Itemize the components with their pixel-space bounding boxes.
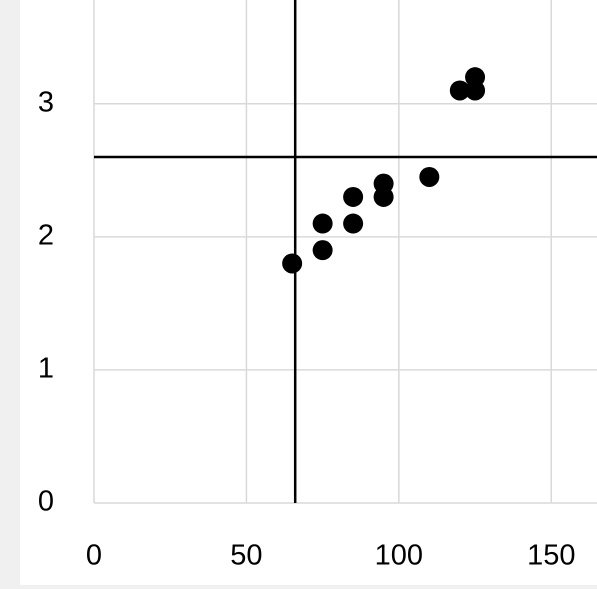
bottom-strip: [0, 585, 597, 589]
point: [449, 80, 470, 101]
point: [312, 213, 333, 234]
point: [419, 166, 440, 187]
left-strip: [0, 0, 20, 589]
x-tick-label: 100: [375, 540, 423, 572]
point: [465, 67, 486, 88]
y-tick-label: 1: [38, 353, 54, 385]
point: [373, 173, 394, 194]
point: [343, 213, 364, 234]
y-tick-label: 0: [38, 486, 54, 518]
x-tick-label: 50: [230, 540, 262, 572]
point: [312, 240, 333, 261]
x-tick-label: 150: [527, 540, 575, 572]
point: [343, 186, 364, 207]
point: [282, 253, 303, 274]
x-tick-label: 0: [86, 540, 102, 572]
y-tick-label: 2: [38, 220, 54, 252]
y-tick-label: 3: [38, 86, 54, 118]
